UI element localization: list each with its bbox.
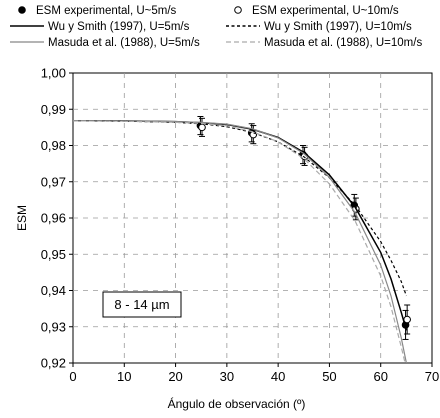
legend-marker	[234, 6, 242, 14]
x-tick-label: 50	[322, 369, 336, 384]
x-tick-label: 10	[117, 369, 131, 384]
legend-entry: ESM experimental, U~10m/s	[234, 5, 399, 17]
legend: ESM experimental, U~5m/s ESM experimental…	[10, 5, 422, 49]
data-point-esm-experimental-u-10m-s	[198, 123, 206, 132]
y-tick-label: 0,92	[41, 356, 66, 371]
annotation-text: 8 - 14 µm	[114, 297, 169, 312]
legend-entry: Wu y Smith (1997), U=10m/s	[226, 21, 412, 33]
legend-label: Masuda et al. (1988), U=10m/s	[264, 37, 422, 49]
y-tick-label: 1,00	[41, 66, 66, 81]
x-tick-label: 20	[168, 369, 182, 384]
annotation-box: 8 - 14 µm	[102, 291, 182, 318]
x-tick-label: 40	[271, 369, 285, 384]
legend-label: ESM experimental, U~10m/s	[252, 5, 399, 17]
legend-entry: Masuda et al. (1988), U=10m/s	[226, 37, 422, 49]
legend-label: Wu y Smith (1997), U=10m/s	[264, 21, 412, 33]
legend-label: Wu y Smith (1997), U=5m/s	[48, 21, 190, 33]
series-line-masuda-et-al-1988-u-5m-s	[73, 120, 407, 363]
y-tick-label: 0,95	[41, 247, 66, 262]
x-tick-label: 70	[425, 369, 439, 384]
legend-label: Masuda et al. (1988), U=5m/s	[48, 37, 200, 49]
data-point-esm-experimental-u-10m-s	[403, 315, 411, 324]
plot-area: 0 10 20 30 40 50 60 70 0,92 0,93 0,94 0,95 0,96 0,97 0…	[15, 66, 439, 412]
legend-label: ESM experimental, U~5m/s	[36, 5, 177, 17]
y-tick-label: 0,96	[41, 211, 66, 226]
y-tick-label: 0,93	[41, 319, 66, 334]
legend-entry: Wu y Smith (1997), U=5m/s	[10, 21, 190, 33]
legend-entry: Masuda et al. (1988), U=5m/s	[10, 37, 200, 49]
y-tick-label: 0,99	[41, 102, 66, 117]
legend-entry: ESM experimental, U~5m/s	[18, 5, 177, 17]
series-line-masuda-et-al-1988-u-10m-s	[73, 120, 406, 363]
y-tick-label: 0,97	[41, 174, 66, 189]
annotation-frame	[102, 291, 182, 318]
x-tick-label: 0	[69, 369, 76, 384]
x-tick-label: 60	[373, 369, 387, 384]
y-tick-label: 0,98	[41, 138, 66, 153]
legend-marker	[18, 6, 26, 14]
x-tick-label: 30	[220, 369, 234, 384]
y-axis-label: ESM	[15, 205, 29, 231]
y-tick-label: 0,94	[41, 283, 66, 298]
x-axis-label: Ángulo de observación (º)	[168, 396, 306, 411]
